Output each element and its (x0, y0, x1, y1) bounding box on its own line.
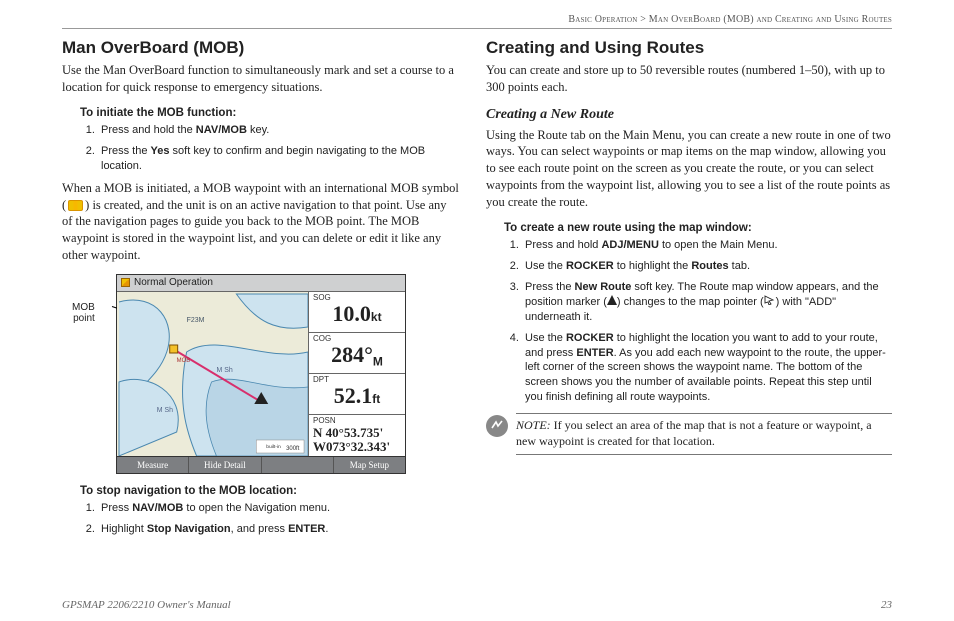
device-title: Normal Operation (134, 276, 213, 290)
menu-hide-detail: Hide Detail (189, 457, 261, 473)
svg-text:MOB: MOB (177, 358, 191, 364)
list-item: Press and hold ADJ/MENU to open the Main… (522, 238, 892, 253)
svg-text:M Sh: M Sh (157, 407, 173, 414)
dpt-box: DPT 52.1ft (309, 374, 405, 415)
svg-text:M Sh: M Sh (216, 367, 232, 374)
list-item: Press the Yes soft key to confirm and be… (98, 144, 460, 174)
svg-text:built-in: built-in (266, 444, 281, 450)
footer-left: GPSMAP 2206/2210 Owner's Manual (62, 599, 231, 611)
list-item: Highlight Stop Navigation, and press ENT… (98, 522, 460, 537)
initiate-mob-steps: Press and hold the NAV/MOB key. Press th… (98, 123, 460, 174)
mob-intro: Use the Man OverBoard function to simult… (62, 62, 460, 96)
list-item: Press and hold the NAV/MOB key. (98, 123, 460, 138)
creating-route-subheading: Creating a New Route (486, 106, 892, 125)
initiate-mob-subhead: To initiate the MOB function: (80, 106, 460, 122)
menu-empty (262, 457, 334, 473)
sog-box: SOG 10.0kt (309, 292, 405, 333)
device-titlebar: Normal Operation (117, 275, 405, 292)
note-label: NOTE: (516, 418, 551, 432)
flag-icon (121, 278, 130, 287)
mob-symbol-icon (68, 200, 83, 211)
list-item: Use the ROCKER to highlight the Routes t… (522, 259, 892, 274)
note-block: NOTE: If you select an area of the map t… (486, 413, 892, 455)
breadcrumb: Basic Operation > Man OverBoard (MOB) an… (62, 14, 892, 29)
posn-box: POSN N 40°53.735' W073°32.343' (309, 415, 405, 456)
mob-paragraph: When a MOB is initiated, a MOB waypoint … (62, 180, 460, 264)
routes-heading: Creating and Using Routes (486, 37, 892, 60)
list-item: Press the New Route soft key. The Route … (522, 280, 892, 325)
footer-page-number: 23 (881, 599, 892, 611)
routes-intro: You can create and store up to 50 revers… (486, 62, 892, 96)
mob-heading: Man OverBoard (MOB) (62, 37, 460, 60)
right-column: Creating and Using Routes You can create… (486, 37, 892, 543)
create-route-map-subhead: To create a new route using the map wind… (504, 221, 892, 237)
cog-box: COG 284°M (309, 333, 405, 374)
create-route-steps: Press and hold ADJ/MENU to open the Main… (522, 238, 892, 404)
page-footer: GPSMAP 2206/2210 Owner's Manual 23 (62, 599, 892, 611)
map-area: F23M M Sh M Sh MOB built-in 300ft (117, 292, 309, 456)
triangle-marker-icon (607, 295, 617, 305)
menu-map-setup: Map Setup (334, 457, 405, 473)
list-item: Press NAV/MOB to open the Navigation men… (98, 501, 460, 516)
note-text: If you select an area of the map that is… (516, 418, 872, 448)
note-icon (486, 415, 508, 437)
stop-nav-steps: Press NAV/MOB to open the Navigation men… (98, 501, 460, 537)
list-item: Use the ROCKER to highlight the location… (522, 331, 892, 405)
menu-measure: Measure (117, 457, 189, 473)
device-menubar: Measure Hide Detail Map Setup (117, 456, 405, 473)
creating-route-paragraph: Using the Route tab on the Main Menu, yo… (486, 127, 892, 211)
arrow-pointer-icon (764, 295, 776, 305)
left-column: Man OverBoard (MOB) Use the Man OverBoar… (62, 37, 460, 543)
svg-text:F23M: F23M (187, 317, 205, 324)
device-screenshot: MOB point Normal Operation (116, 274, 406, 474)
stop-nav-subhead: To stop navigation to the MOB location: (80, 484, 460, 500)
mob-point-label: MOB point (72, 302, 95, 324)
svg-text:300ft: 300ft (286, 446, 300, 452)
